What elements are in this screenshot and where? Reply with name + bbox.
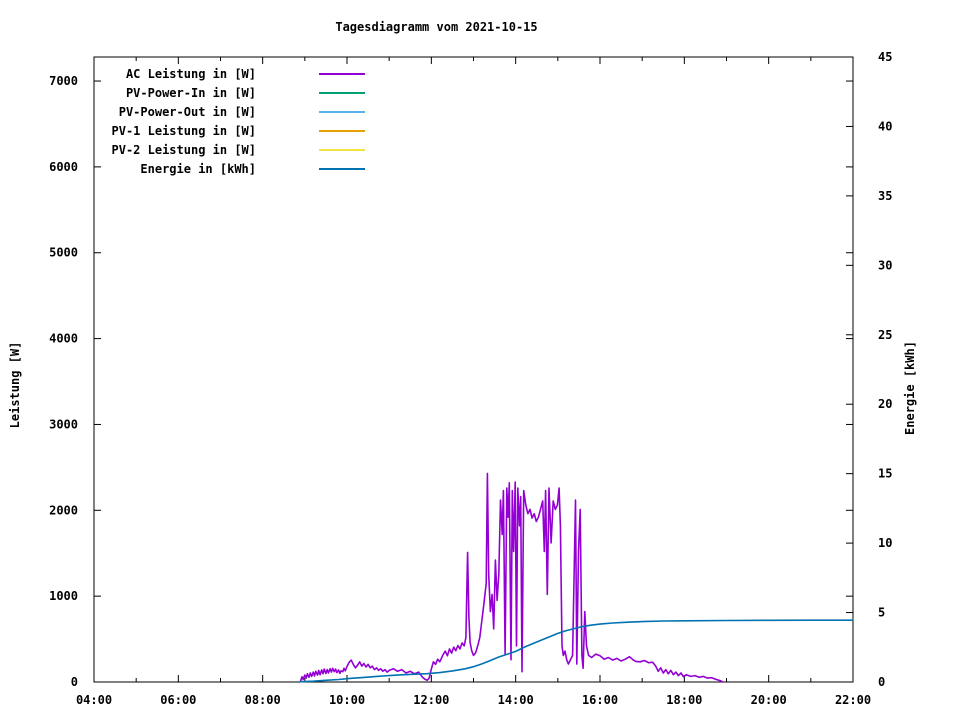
- legend-item: PV-1 Leistung in [W]: [40, 121, 365, 140]
- legend-item-label: PV-Power-Out in [W]: [118, 104, 256, 119]
- x-tick-label: 22:00: [835, 693, 871, 707]
- chart-title: Tagesdiagramm vom 2021-10-15: [335, 20, 538, 34]
- legend-line-swatch: [319, 91, 365, 94]
- x-tick-label: 14:00: [498, 693, 534, 707]
- legend-line-swatch: [319, 148, 365, 151]
- x-tick-label: 04:00: [76, 693, 112, 707]
- y1-tick-label: 4000: [49, 332, 78, 346]
- y2-tick-label: 10: [878, 536, 892, 550]
- legend-item-label: Energie in [kWh]: [140, 161, 256, 176]
- y2-tick-label: 25: [878, 328, 892, 342]
- y1-tick-label: 7000: [49, 74, 78, 88]
- y2-tick-label: 40: [878, 119, 892, 133]
- x-tick-label: 08:00: [245, 693, 281, 707]
- legend-line-swatch: [319, 110, 365, 113]
- legend-item: PV-2 Leistung in [W]: [40, 140, 365, 159]
- x-tick-label: 06:00: [160, 693, 196, 707]
- legend-item-label: PV-Power-In in [W]: [125, 85, 256, 100]
- y2-tick-label: 0: [878, 675, 885, 689]
- series-line-energie-in-kwh: [299, 619, 854, 683]
- legend-line-swatch: [319, 167, 365, 170]
- y2-tick-label: 15: [878, 467, 892, 481]
- y1-tick-label: 6000: [49, 160, 78, 174]
- legend-item-label: PV-1 Leistung in [W]: [111, 123, 257, 138]
- y1-tick-label: 1000: [49, 589, 78, 603]
- legend: AC Leistung in [W] PV-Power-In in [W] PV…: [40, 64, 365, 178]
- legend-item: PV-Power-Out in [W]: [40, 102, 365, 121]
- y1-tick-label: 2000: [49, 503, 78, 517]
- plot-border: [93, 56, 854, 683]
- legend-item-label: AC Leistung in [W]: [125, 66, 256, 81]
- y1-tick-label: 3000: [49, 417, 78, 431]
- x-tick-label: 12:00: [413, 693, 449, 707]
- y2-tick-label: 30: [878, 258, 892, 272]
- y1-tick-label: 5000: [49, 246, 78, 260]
- x-tick-label: 20:00: [751, 693, 787, 707]
- legend-line-swatch: [319, 72, 365, 75]
- legend-item: Energie in [kWh]: [40, 159, 365, 178]
- y1-tick-label: 0: [71, 675, 78, 689]
- x-tick-label: 10:00: [329, 693, 365, 707]
- series-line-ac-leistung-in-w: [299, 472, 724, 683]
- legend-line-swatch: [319, 129, 365, 132]
- y2-tick-label: 20: [878, 397, 892, 411]
- y2-tick-label: 45: [878, 50, 892, 64]
- legend-item: AC Leistung in [W]: [40, 64, 365, 83]
- y2-tick-label: 35: [878, 189, 892, 203]
- legend-item: PV-Power-In in [W]: [40, 83, 365, 102]
- legend-item-label: PV-2 Leistung in [W]: [111, 142, 257, 157]
- x-tick-label: 18:00: [666, 693, 702, 707]
- y2-tick-label: 5: [878, 606, 885, 620]
- x-tick-label: 16:00: [582, 693, 618, 707]
